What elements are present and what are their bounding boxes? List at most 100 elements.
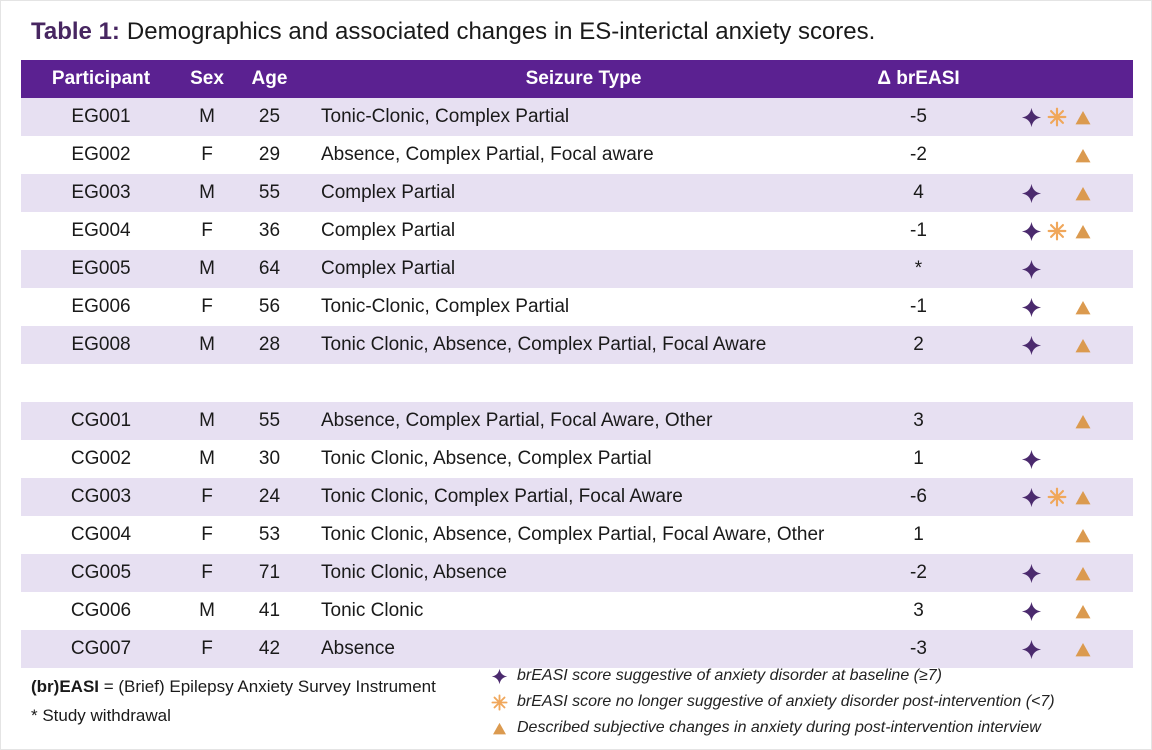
header-seizure-type: Seizure Type xyxy=(525,68,642,89)
triangle-icon xyxy=(1075,338,1091,352)
star-icon xyxy=(491,668,507,684)
participant-id: EG006 xyxy=(71,296,131,317)
asterisk-slot xyxy=(1044,637,1070,661)
triangle-icon xyxy=(1075,566,1091,580)
triangle-icon xyxy=(1075,186,1091,200)
header-sex: Sex xyxy=(190,68,224,89)
asterisk-icon xyxy=(1047,107,1067,127)
asterisk-slot xyxy=(1044,219,1070,243)
sex-value: M xyxy=(199,182,215,203)
control-group-rows: CG001 M 55 Absence, Complex Partial, Focal … xyxy=(21,402,1133,668)
triangle-icon xyxy=(1075,490,1091,504)
star-slot xyxy=(1018,637,1044,661)
asterisk-slot xyxy=(1044,181,1070,205)
asterisk-slot xyxy=(1044,333,1070,357)
table-row: EG001 M 25 Tonic-Clonic, Complex Partial -5 xyxy=(21,98,1133,136)
seizure-type-value: Complex Partial xyxy=(321,258,456,279)
asterisk-icon xyxy=(488,693,510,711)
star-icon xyxy=(1021,601,1041,621)
table-row: CG004 F 53 Tonic Clonic, Absence, Complex P… xyxy=(21,516,1133,554)
participant-id: EG008 xyxy=(71,334,131,355)
delta-breasi-value: -2 xyxy=(910,562,927,583)
participant-id: EG003 xyxy=(71,182,131,203)
star-slot xyxy=(1018,485,1044,509)
seizure-type-value: Absence xyxy=(321,638,395,659)
age-value: 30 xyxy=(258,448,281,469)
table-row: EG008 M 28 Tonic Clonic, Absence, Complex P… xyxy=(21,326,1133,364)
triangle-icon xyxy=(1075,414,1091,428)
triangle-icon xyxy=(492,722,506,734)
asterisk-icon xyxy=(490,693,508,711)
seizure-type-value: Absence, Complex Partial, Focal aware xyxy=(321,144,654,165)
delta-breasi-value: 1 xyxy=(913,448,924,469)
delta-breasi-value: -1 xyxy=(910,296,927,317)
sex-value: F xyxy=(201,296,213,317)
triangle-icon xyxy=(488,722,510,735)
participant-id: EG002 xyxy=(71,144,131,165)
sex-value: M xyxy=(199,410,215,431)
star-slot xyxy=(1018,143,1044,167)
triangle-slot xyxy=(1070,485,1096,509)
delta-breasi-value: -2 xyxy=(910,144,927,165)
marker-icons xyxy=(976,637,1133,661)
asterisk-slot xyxy=(1044,523,1070,547)
footnote-breasi: (br)EASI = (Brief) Epilepsy Anxiety Surv… xyxy=(31,672,436,701)
delta-breasi-value: 2 xyxy=(913,334,924,355)
marker-icons xyxy=(976,523,1133,547)
participant-id: CG005 xyxy=(70,562,132,583)
triangle-slot xyxy=(1070,637,1096,661)
triangle-slot xyxy=(1070,447,1096,471)
table-row: EG002 F 29 Absence, Complex Partial, Focal … xyxy=(21,136,1133,174)
star-slot xyxy=(1018,181,1044,205)
legend-text-post-intervention: brEASI score no longer suggestive of anx… xyxy=(517,693,1055,710)
asterisk-icon xyxy=(1047,487,1067,507)
star-slot xyxy=(1018,523,1044,547)
marker-icons xyxy=(976,561,1133,585)
age-value: 56 xyxy=(258,296,281,317)
asterisk-slot xyxy=(1044,257,1070,281)
seizure-type-value: Tonic-Clonic, Complex Partial xyxy=(321,106,570,127)
triangle-icon xyxy=(1075,528,1091,542)
footnote-withdrawal: * Study withdrawal xyxy=(31,706,171,725)
star-icon xyxy=(1021,449,1041,469)
star-icon xyxy=(488,668,510,685)
sex-value: F xyxy=(201,562,213,583)
participant-id: CG003 xyxy=(70,486,132,507)
marker-icons xyxy=(976,105,1133,129)
legend-item-interview: Described subjective changes in anxiety … xyxy=(488,715,1055,741)
participant-id: CG007 xyxy=(70,638,132,659)
seizure-type-value: Tonic Clonic, Absence xyxy=(321,562,507,583)
star-slot xyxy=(1018,105,1044,129)
marker-icons xyxy=(976,485,1133,509)
triangle-icon xyxy=(1075,642,1091,656)
delta-breasi-value: -6 xyxy=(910,486,927,507)
sex-value: F xyxy=(201,220,213,241)
age-value: 64 xyxy=(258,258,281,279)
triangle-slot xyxy=(1070,295,1096,319)
seizure-type-value: Absence, Complex Partial, Focal Aware, O… xyxy=(321,410,713,431)
triangle-slot xyxy=(1070,219,1096,243)
seizure-type-value: Tonic Clonic, Absence, Complex Partial xyxy=(321,448,652,469)
triangle-icon xyxy=(1075,148,1091,162)
age-value: 25 xyxy=(258,106,281,127)
marker-icons xyxy=(976,447,1133,471)
triangle-slot xyxy=(1070,181,1096,205)
star-slot xyxy=(1018,257,1044,281)
marker-icons xyxy=(976,257,1133,281)
star-icon xyxy=(1021,335,1041,355)
triangle-slot xyxy=(1070,143,1096,167)
marker-icons xyxy=(976,219,1133,243)
age-value: 55 xyxy=(258,410,281,431)
table-row: CG001 M 55 Absence, Complex Partial, Focal … xyxy=(21,402,1133,440)
sex-value: M xyxy=(199,258,215,279)
age-value: 24 xyxy=(258,486,281,507)
triangle-slot xyxy=(1070,409,1096,433)
age-value: 36 xyxy=(258,220,281,241)
sex-value: M xyxy=(199,600,215,621)
seizure-type-value: Tonic Clonic xyxy=(321,600,424,621)
star-slot xyxy=(1018,219,1044,243)
triangle-icon xyxy=(1075,110,1091,124)
asterisk-slot xyxy=(1044,143,1070,167)
age-value: 41 xyxy=(258,600,281,621)
marker-icons xyxy=(976,333,1133,357)
